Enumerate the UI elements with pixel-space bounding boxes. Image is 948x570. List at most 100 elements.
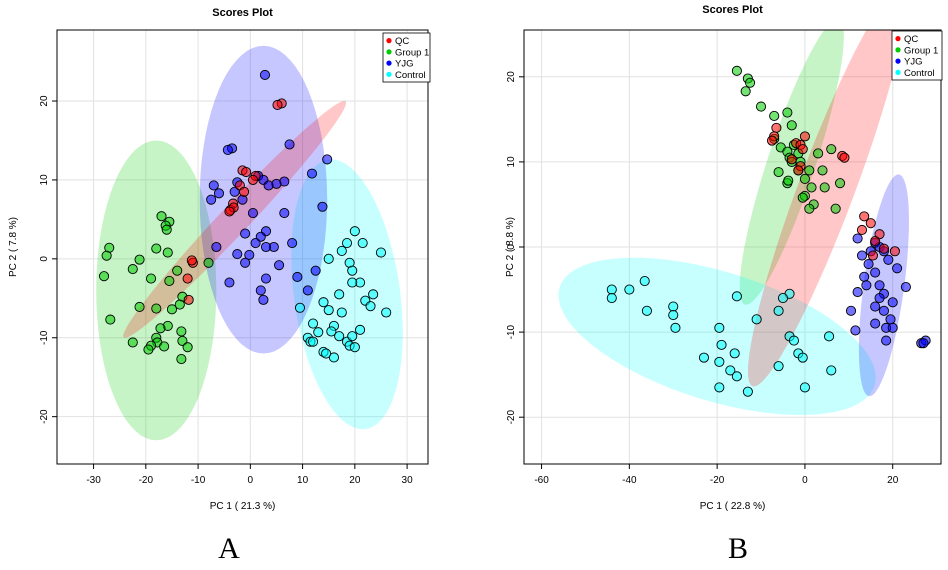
data-point-yjg <box>232 249 243 260</box>
data-point-control <box>641 305 652 316</box>
confidence-ellipse-control <box>291 159 403 430</box>
data-point-control <box>321 348 332 359</box>
data-point-yjg <box>271 178 282 189</box>
data-point-group-1 <box>151 303 162 314</box>
x-tick-label: 30 <box>402 475 414 486</box>
ellipse-layer <box>96 45 403 441</box>
legend-swatch-yjg <box>895 58 901 64</box>
y-tick-label: 20 <box>39 95 50 107</box>
x-tick-label: 10 <box>297 475 309 486</box>
data-point-control <box>714 382 725 393</box>
data-point-control <box>334 289 345 300</box>
data-point-control <box>698 352 710 363</box>
data-point-yjg <box>259 69 271 81</box>
data-point-yjg <box>292 271 303 283</box>
data-point-group-1 <box>127 337 138 348</box>
data-point-qc <box>224 206 235 217</box>
data-point-yjg <box>870 301 881 312</box>
data-point-control <box>714 322 725 333</box>
data-point-control <box>668 310 679 321</box>
data-point-group-1 <box>151 243 162 254</box>
data-point-control <box>336 307 347 318</box>
x-tick-label: 20 <box>887 475 899 486</box>
data-point-yjg <box>279 208 290 219</box>
data-point-control <box>639 275 650 287</box>
data-point-control <box>670 322 681 333</box>
data-point-group-1 <box>813 148 824 159</box>
data-point-control <box>349 226 360 237</box>
legend-label: Control <box>904 68 935 79</box>
data-point-control <box>773 361 784 372</box>
x-axis-label: PC 1 ( 22.8 %) <box>700 501 766 512</box>
data-point-group-1 <box>731 65 742 76</box>
data-point-qc <box>182 273 193 284</box>
y-axis-label: PC 2 ( 8.8 %) <box>505 217 516 277</box>
data-point-yjg <box>302 285 313 296</box>
data-point-qc <box>186 255 197 266</box>
data-point-group-1 <box>159 341 170 352</box>
x-tick-label: -20 <box>139 475 154 486</box>
data-point-control <box>347 265 358 276</box>
x-axis-label: PC 1 ( 21.3 %) <box>210 501 276 512</box>
data-point-yjg <box>224 277 235 288</box>
points-layer <box>98 69 392 365</box>
data-point-group-1 <box>745 77 756 88</box>
y-tick-label: 10 <box>39 174 50 186</box>
plot-frame <box>56 29 429 465</box>
data-point-yjg <box>885 314 896 325</box>
legend-label: Control <box>395 70 426 81</box>
data-point-yjg <box>845 305 857 316</box>
data-point-qc <box>786 154 797 165</box>
chart-panel-b: -60 -40 -20 0 20 -20 -10 0 10 20 Scores Plot PC 1 (… <box>505 4 943 565</box>
data-point-group-1 <box>769 110 780 121</box>
data-point-control <box>725 365 736 376</box>
y-tick-label: -20 <box>39 409 50 424</box>
panel-label: A <box>218 532 240 565</box>
data-point-yjg <box>213 188 225 199</box>
data-point-group-1 <box>804 203 815 214</box>
confidence-ellipse-group-1 <box>739 30 844 305</box>
data-point-control <box>606 293 617 304</box>
data-point-control <box>368 289 379 300</box>
data-point-group-1 <box>819 182 830 193</box>
data-point-group-1 <box>134 254 145 265</box>
data-point-control <box>323 253 334 264</box>
chart-panel-a: -30 -20 -10 0 10 20 30 -20 -10 0 10 20 Scores Plot PC… <box>8 7 431 565</box>
x-tick-label: 0 <box>248 475 254 486</box>
data-point-yjg <box>878 305 889 316</box>
data-point-group-1 <box>786 120 797 131</box>
data-point-yjg <box>240 228 251 239</box>
data-point-yjg <box>260 241 272 253</box>
data-point-qc <box>865 218 876 229</box>
data-point-group-1 <box>98 271 110 282</box>
data-point-group-1 <box>804 165 815 176</box>
data-point-control <box>375 247 387 258</box>
data-point-control <box>294 302 306 313</box>
legend-swatch-control <box>895 69 901 75</box>
data-point-group-1 <box>161 224 172 235</box>
legend-swatch-qc <box>386 38 392 44</box>
data-point-group-1 <box>817 165 828 176</box>
data-point-yjg <box>887 322 898 333</box>
data-point-group-1 <box>203 257 214 268</box>
data-point-yjg <box>287 238 298 249</box>
data-point-group-1 <box>166 304 178 315</box>
data-point-group-1 <box>755 101 767 112</box>
points-layer <box>606 65 931 397</box>
x-tick-label: -60 <box>534 475 549 486</box>
data-point-group-1 <box>101 250 112 261</box>
data-point-yjg <box>870 318 881 329</box>
data-point-group-1 <box>797 192 808 203</box>
data-point-control <box>729 348 740 359</box>
data-point-control <box>347 331 358 342</box>
data-point-yjg <box>206 194 217 205</box>
data-point-control <box>824 331 835 342</box>
data-point-group-1 <box>830 203 841 214</box>
data-point-qc <box>856 224 868 236</box>
legend-swatch-group-1 <box>895 47 901 53</box>
data-point-group-1 <box>783 175 794 186</box>
data-point-group-1 <box>127 264 138 275</box>
data-point-group-1 <box>156 211 167 222</box>
